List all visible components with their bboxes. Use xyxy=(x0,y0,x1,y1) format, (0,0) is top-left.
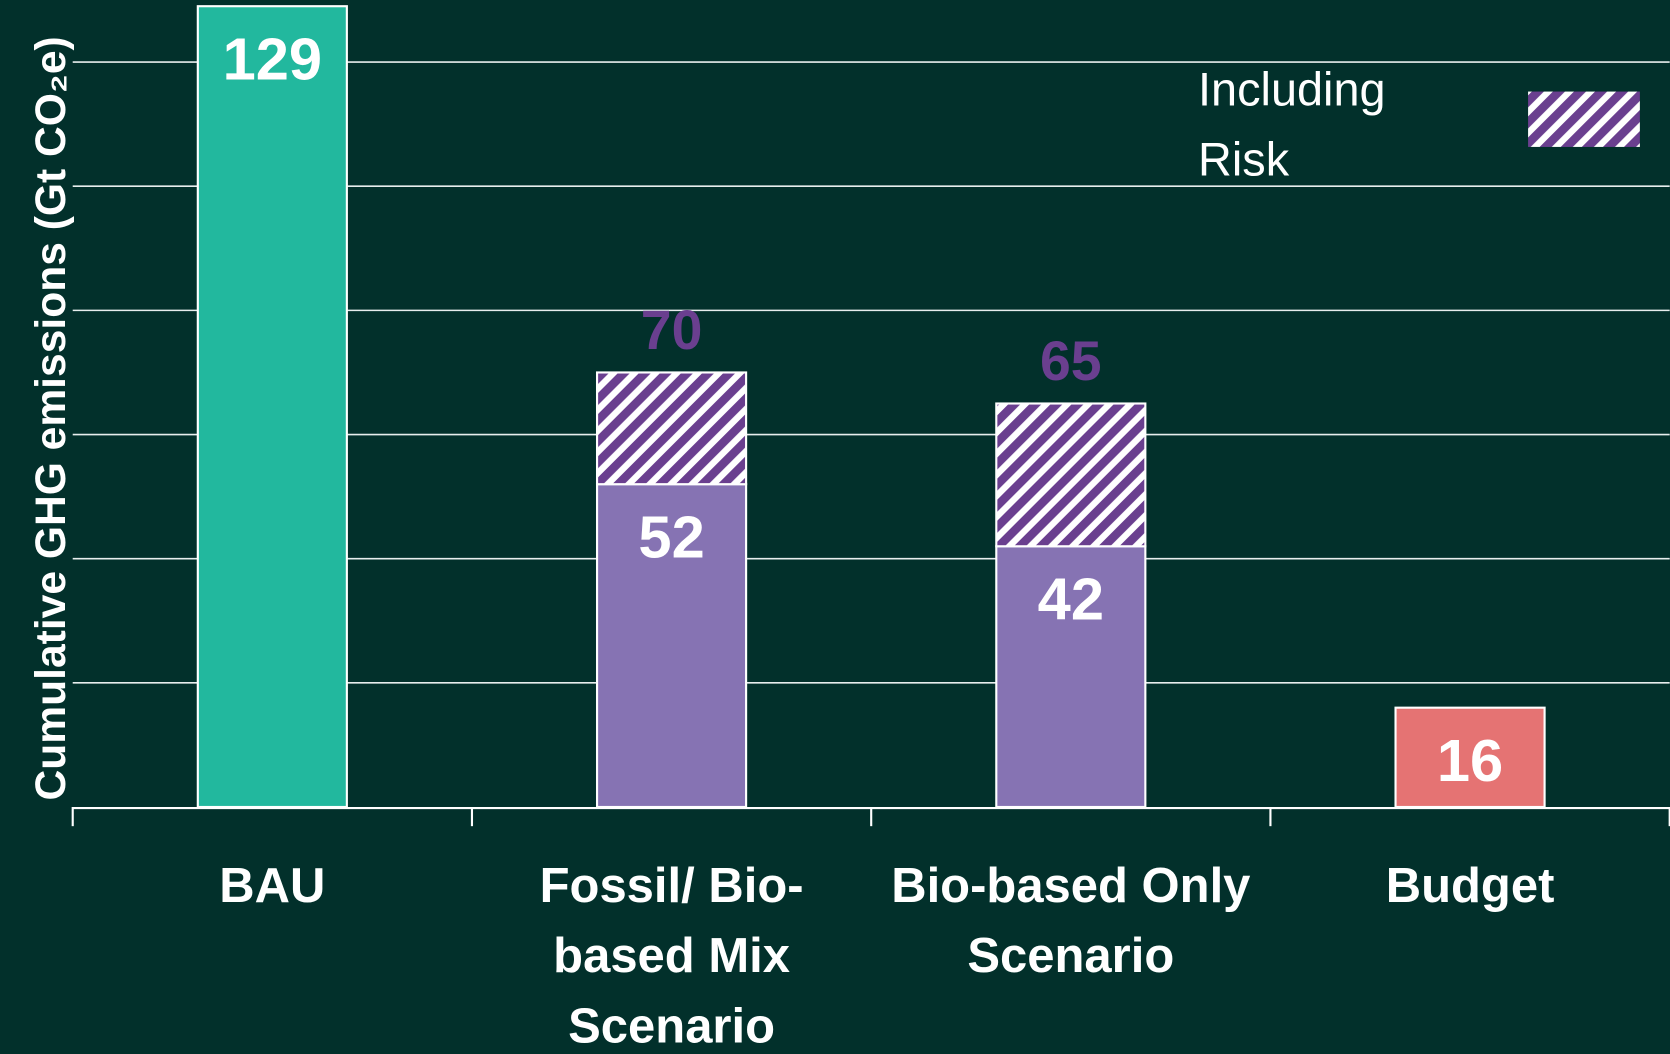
value-label: 16 xyxy=(1437,727,1503,794)
total-label: 70 xyxy=(641,299,703,361)
bar xyxy=(196,5,348,809)
risk-segment xyxy=(595,371,748,486)
bar xyxy=(1394,706,1546,809)
bar xyxy=(595,483,748,809)
value-label: 52 xyxy=(638,503,704,570)
legend-label: Including Risk xyxy=(1198,63,1386,187)
bars: 129 52 70 42 65 16 xyxy=(196,5,1546,809)
x-tick-label-box: BAU xyxy=(219,857,326,913)
x-tick-label: Fossil/ Bio-based Mix Scenario xyxy=(539,857,804,1053)
y-axis-label: Cumulative GHG emissions (Gt CO₂e) xyxy=(27,36,75,800)
value-label: 42 xyxy=(1038,566,1104,633)
value-label: 129 xyxy=(223,25,322,92)
x-tick-label-box: Budget xyxy=(1385,857,1555,913)
legend-swatch xyxy=(1528,91,1640,147)
x-tick-label-box: Fossil/ Bio-based Mix Scenario xyxy=(539,857,804,1053)
x-tick-label: Bio-based Only Scenario xyxy=(891,857,1251,983)
legend-label-box: Including Risk xyxy=(1198,63,1386,187)
x-tick-label: BAU xyxy=(219,857,326,913)
x-tick-label-box: Bio-based Only Scenario xyxy=(891,857,1251,983)
bar xyxy=(995,545,1147,809)
total-label: 65 xyxy=(1040,330,1102,392)
x-tick-label: Budget xyxy=(1385,857,1555,913)
risk-segment xyxy=(995,402,1147,548)
